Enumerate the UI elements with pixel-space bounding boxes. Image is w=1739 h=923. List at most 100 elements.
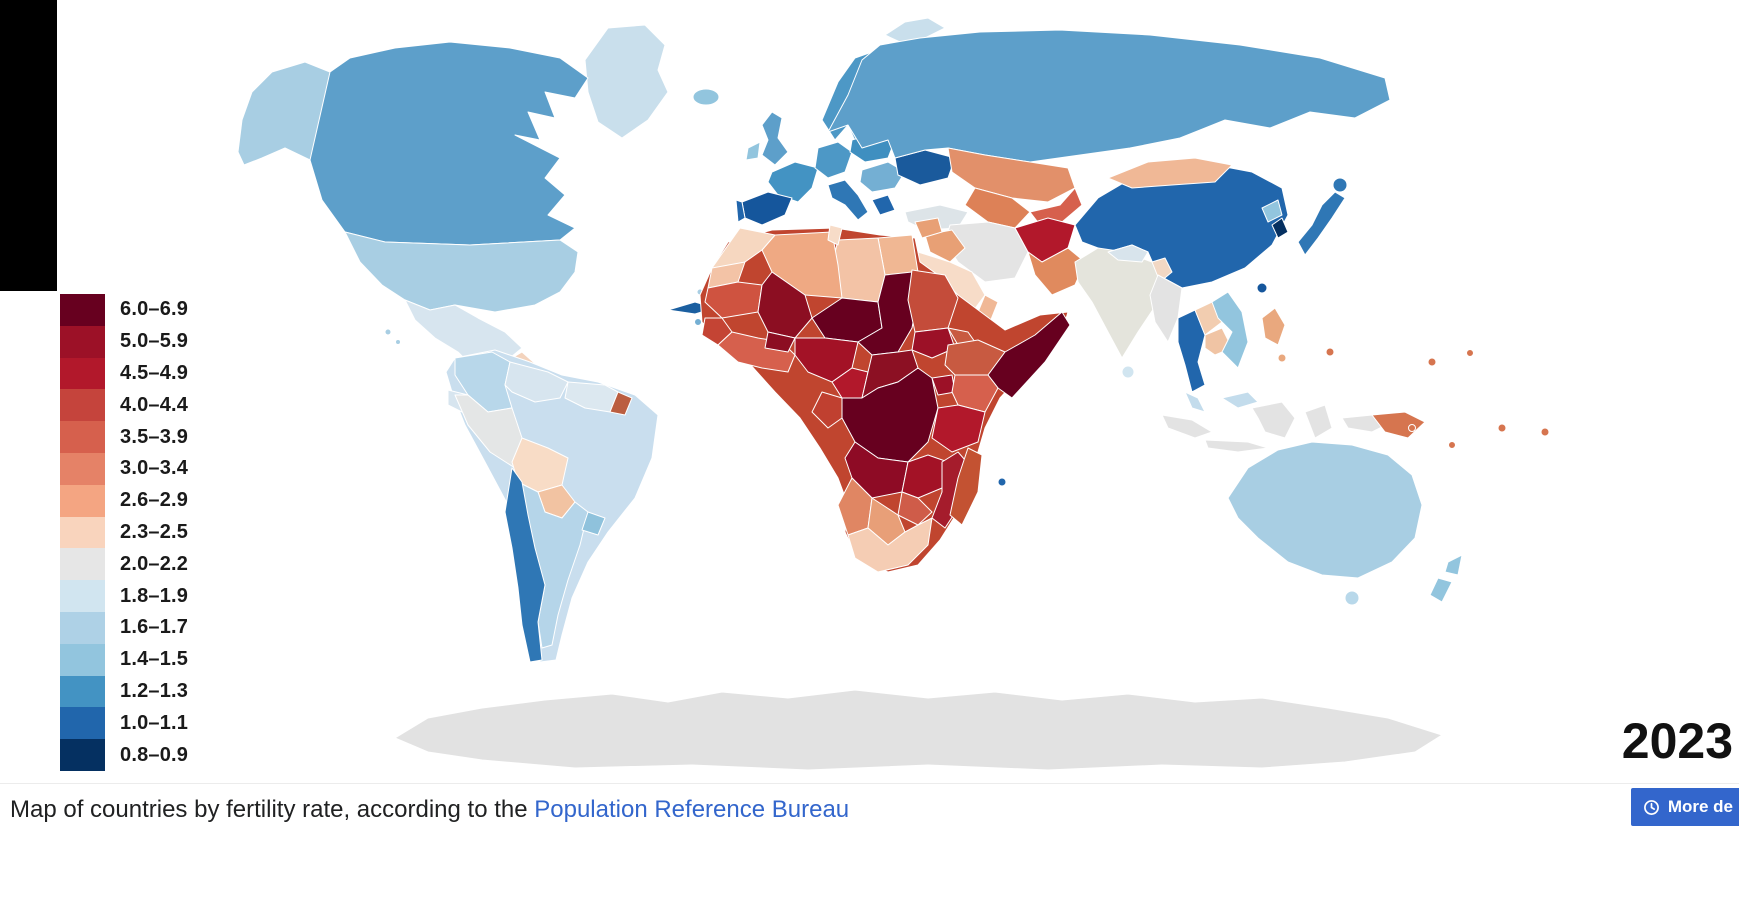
region-malaysia — [1184, 391, 1206, 413]
legend-label: 0.8–0.9 — [120, 743, 189, 766]
legend-item: 1.2–1.3 — [60, 675, 189, 708]
region-venezuela — [504, 361, 569, 403]
legend-item: 1.4–1.5 — [60, 643, 188, 676]
legend-swatch — [60, 325, 105, 358]
legend-item: 2.3–2.5 — [60, 516, 189, 549]
region-philippines — [1261, 307, 1286, 346]
legend-label: 6.0–6.9 — [120, 298, 189, 321]
region-germany — [814, 141, 853, 179]
region-syria — [914, 217, 943, 239]
legend-label: 5.0–5.9 — [120, 330, 189, 353]
legend-item: 3.5–3.9 — [60, 421, 188, 453]
legend-swatch — [60, 357, 105, 390]
region-pacific-island — [1408, 424, 1416, 432]
region-chile — [504, 467, 546, 663]
world-map — [237, 17, 1550, 771]
region-indonesia — [1251, 401, 1296, 439]
region-mongolia — [1107, 157, 1233, 189]
legend-item: 2.0–2.2 — [60, 548, 189, 581]
region-greece — [871, 194, 896, 216]
region-angola — [844, 441, 909, 499]
region-hawaii — [384, 328, 392, 336]
region-hawaii — [395, 339, 401, 345]
legend-label: 2.0–2.2 — [120, 552, 189, 575]
legend-item: 5.0–5.9 — [60, 325, 189, 358]
legend-swatch — [60, 548, 105, 581]
year-label: 2023 — [1621, 713, 1733, 769]
region-new-zealand — [1444, 554, 1463, 576]
legend-item: 3.0–3.4 — [60, 452, 189, 485]
legend-swatch — [60, 611, 105, 644]
region-indonesia — [1161, 414, 1213, 439]
region-pacific-island — [1497, 423, 1507, 433]
region-japan — [1332, 177, 1348, 193]
more-details-label: More de — [1667, 797, 1733, 816]
region-indonesia — [1304, 404, 1333, 439]
region-spain — [741, 191, 793, 226]
legend-swatch — [60, 484, 105, 517]
legend-label: 2.6–2.9 — [120, 489, 189, 512]
region-french-guiana — [609, 391, 633, 416]
more-details-button[interactable]: More de — [1630, 788, 1739, 826]
legend-label: 1.6–1.7 — [120, 616, 189, 639]
legend-swatch — [60, 516, 105, 549]
legend-swatch — [60, 580, 105, 612]
legend-swatch — [60, 294, 105, 326]
legend-label: 2.3–2.5 — [120, 520, 189, 543]
region-france — [767, 161, 819, 203]
region-ireland — [745, 141, 761, 161]
legend: 6.0–6.9 5.0–5.9 4.5–4.9 4.0–4.4 3.5–3.9 3.0–3… — [60, 294, 188, 771]
region-iraq — [924, 229, 966, 263]
region-greenland — [584, 24, 669, 139]
region-iceland — [692, 88, 720, 106]
region-jamaica — [694, 318, 702, 326]
region-kazakhstan — [947, 147, 1076, 203]
region-indonesia — [1204, 439, 1269, 453]
legend-item: 4.5–4.9 — [60, 357, 189, 390]
region-south-sudan — [911, 327, 956, 359]
region-pacific-island — [1448, 441, 1456, 449]
legend-label: 1.2–1.3 — [120, 679, 189, 702]
legend-swatch — [60, 643, 105, 676]
caption-bar: Map of countries by fertility rate, acco… — [0, 783, 1739, 836]
legend-label: 3.0–3.4 — [120, 457, 189, 480]
legend-item: 4.0–4.4 — [60, 389, 189, 422]
region-australia — [1227, 441, 1423, 579]
region-pacific-island — [1466, 349, 1474, 357]
region-nepal — [1107, 244, 1149, 263]
legend-swatch — [60, 675, 105, 708]
legend-label: 1.0–1.1 — [120, 711, 189, 734]
region-pacific-island — [1325, 347, 1335, 357]
fertility-map-image[interactable] — [0, 0, 1739, 783]
region-italy — [827, 179, 869, 221]
legend-label: 4.0–4.4 — [120, 393, 189, 416]
legend-item: 0.8–0.9 — [60, 739, 188, 771]
legend-item: 1.6–1.7 — [60, 611, 189, 644]
left-black-bar — [0, 0, 57, 291]
region-tasmania — [1344, 590, 1360, 606]
region-philippines — [1277, 353, 1287, 363]
region-zimbabwe — [897, 491, 933, 526]
legend-swatch — [60, 739, 105, 771]
region-antarctica — [394, 689, 1443, 771]
region-new-zealand — [1429, 577, 1453, 603]
region-south-africa — [847, 517, 933, 573]
legend-item: 1.0–1.1 — [60, 707, 189, 740]
region-north-korea — [1261, 199, 1283, 223]
region-tanzania — [931, 404, 986, 453]
region-sri-lanka — [1121, 365, 1135, 379]
region-south-korea — [1271, 217, 1289, 239]
legend-item: 1.8–1.9 — [60, 580, 188, 612]
region-taiwan — [1256, 282, 1268, 294]
legend-swatch — [60, 389, 105, 422]
legend-item: 2.6–2.9 — [60, 484, 189, 517]
legend-swatch — [60, 452, 105, 485]
caption-link[interactable]: Population Reference Bureau — [534, 796, 850, 823]
caption-text: Map of countries by fertility rate, acco… — [10, 796, 849, 824]
legend-label: 3.5–3.9 — [120, 425, 189, 448]
region-myanmar — [1149, 274, 1183, 343]
legend-label: 4.5–4.9 — [120, 361, 189, 384]
region-madagascar — [949, 447, 983, 526]
region-tunisia — [827, 224, 843, 246]
caption-prefix: Map of countries by fertility rate, acco… — [10, 796, 535, 823]
